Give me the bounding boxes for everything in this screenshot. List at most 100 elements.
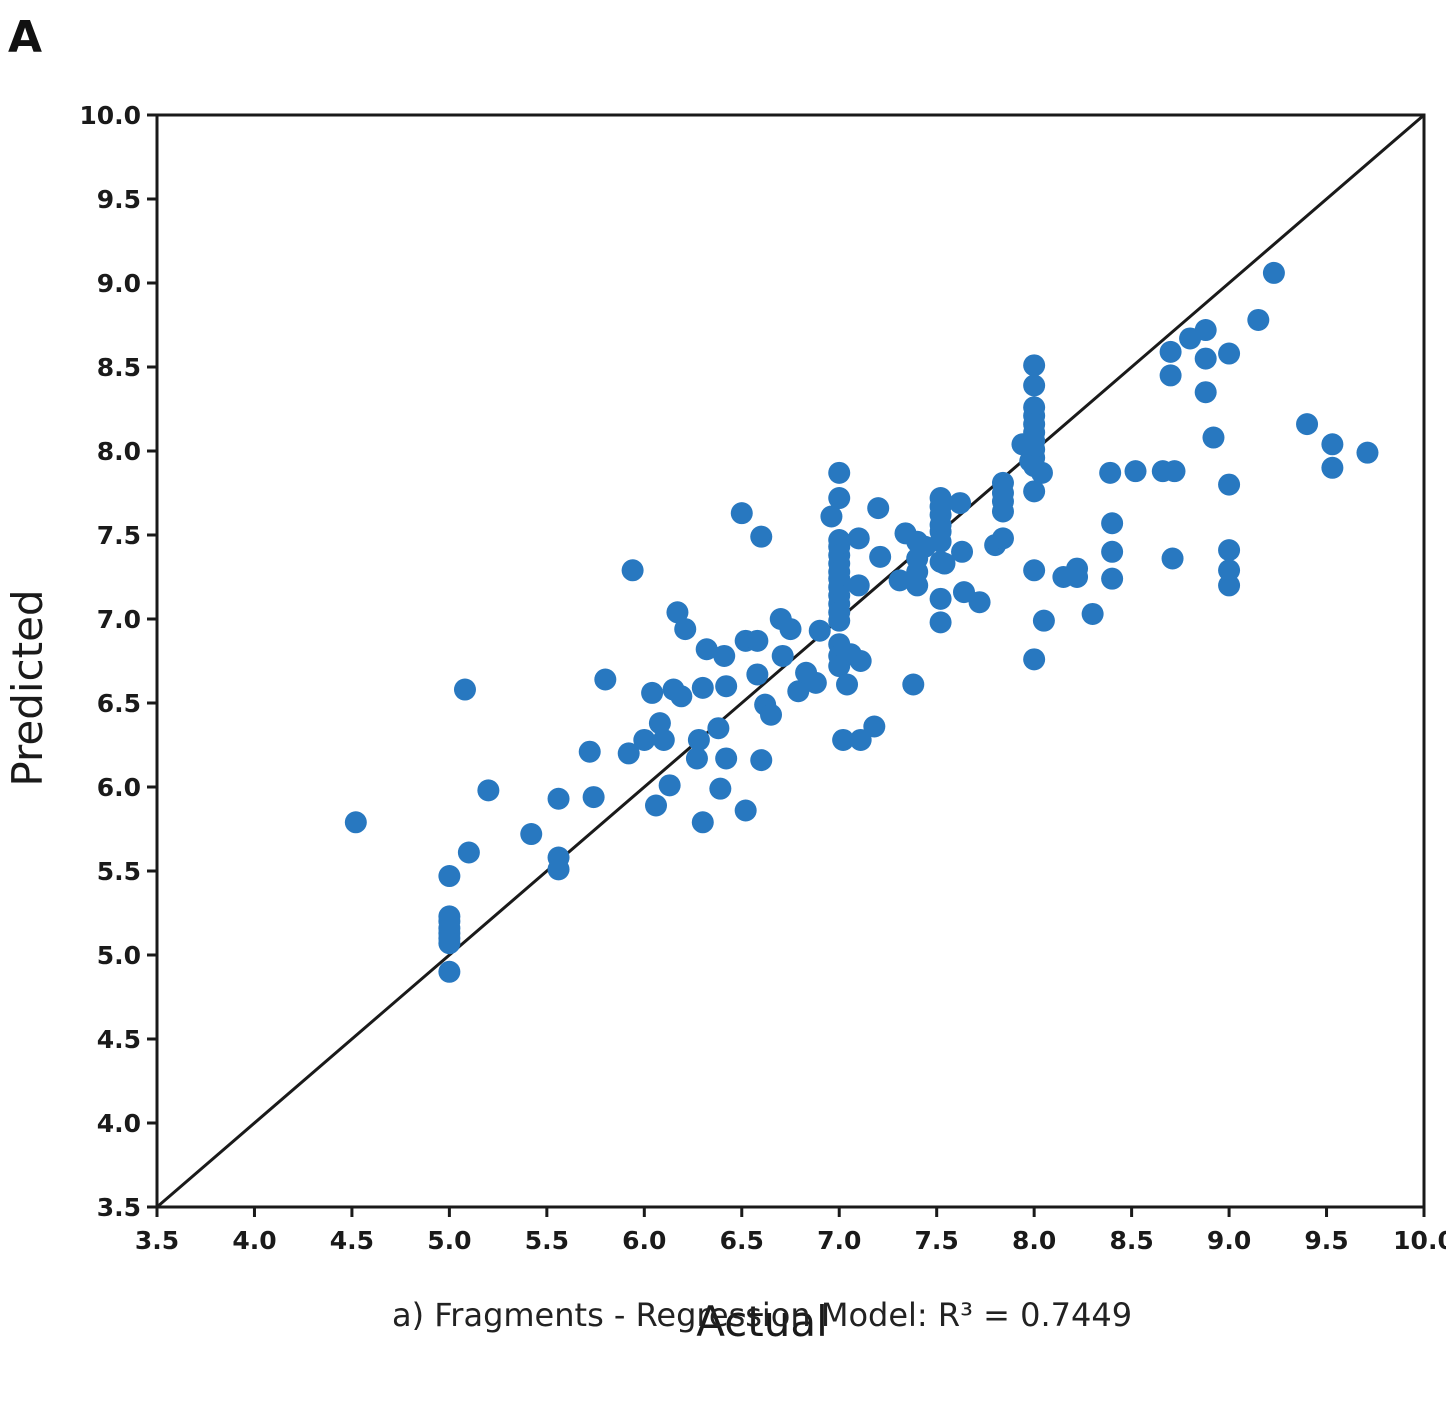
plot-frame	[155, 113, 1426, 1209]
data-point	[1101, 540, 1124, 563]
data-point	[1159, 364, 1182, 387]
x-tick-label: 5.5	[525, 1226, 569, 1255]
data-point	[771, 644, 794, 667]
data-point	[438, 960, 461, 983]
data-point	[820, 505, 843, 528]
x-tick-label: 6.5	[720, 1226, 764, 1255]
data-point	[787, 680, 810, 703]
data-point	[685, 747, 708, 770]
data-point	[750, 525, 773, 548]
data-point	[1321, 456, 1344, 479]
data-point	[888, 569, 911, 592]
y-tick-label: 6.5	[97, 689, 141, 718]
x-tick-label: 3.5	[135, 1226, 179, 1255]
data-point	[991, 527, 1014, 550]
data-point	[1262, 261, 1285, 284]
data-point	[952, 581, 975, 604]
data-point	[691, 811, 714, 834]
data-point	[578, 740, 601, 763]
data-point	[968, 591, 991, 614]
data-point	[828, 609, 851, 632]
data-point	[691, 676, 714, 699]
data-point	[648, 712, 671, 735]
data-point	[828, 461, 851, 484]
data-point	[1194, 381, 1217, 404]
data-point	[438, 932, 461, 955]
data-point	[1159, 340, 1182, 363]
data-point	[849, 650, 872, 672]
y-tick-label: 8.0	[97, 437, 141, 466]
data-point	[1101, 512, 1124, 535]
data-point	[1218, 559, 1241, 582]
data-point	[709, 777, 732, 800]
data-point	[1247, 308, 1270, 331]
data-point	[867, 497, 890, 520]
data-point	[621, 559, 644, 582]
data-point	[1099, 461, 1122, 484]
y-tick-label: 9.5	[97, 185, 141, 214]
data-point	[641, 681, 664, 704]
data-point	[547, 787, 570, 810]
y-tick-label: 8.5	[97, 353, 141, 382]
data-point	[849, 728, 872, 751]
x-tick-label: 4.5	[330, 1226, 374, 1255]
data-point	[652, 728, 675, 751]
data-point	[344, 811, 367, 834]
data-point	[902, 673, 925, 696]
data-point	[1218, 473, 1241, 496]
data-point	[520, 823, 543, 846]
data-point	[1124, 460, 1147, 483]
x-axis-title: Actual	[696, 1297, 828, 1346]
data-point	[1032, 609, 1055, 632]
data-point	[1023, 480, 1046, 503]
data-point	[438, 865, 461, 888]
data-point	[929, 611, 952, 634]
data-point	[645, 794, 668, 817]
y-tick-label: 6.0	[97, 773, 141, 802]
data-point	[847, 527, 870, 550]
data-point	[453, 678, 476, 701]
x-tick-label: 8.0	[1012, 1226, 1056, 1255]
x-tick-label: 4.0	[232, 1226, 276, 1255]
y-tick-label: 3.5	[97, 1193, 141, 1222]
y-tick-label: 4.0	[97, 1109, 141, 1138]
data-point	[715, 675, 738, 698]
data-point	[760, 703, 783, 726]
data-point	[746, 663, 769, 686]
data-point	[617, 742, 640, 765]
y-tick-label: 5.5	[97, 857, 141, 886]
data-point	[779, 618, 802, 641]
data-point	[1321, 433, 1344, 456]
data-point	[1066, 566, 1089, 588]
data-point	[1081, 602, 1104, 625]
data-point	[674, 618, 697, 641]
data-point	[1023, 559, 1046, 582]
y-tick-label: 5.0	[97, 941, 141, 970]
data-point	[1023, 648, 1046, 671]
data-point	[1218, 539, 1241, 562]
x-tick-label: 7.5	[915, 1226, 959, 1255]
x-tick-label: 9.0	[1207, 1226, 1251, 1255]
data-point	[951, 540, 974, 563]
data-point	[863, 715, 886, 738]
figure-caption: a) Fragments - Regression Model: R³ = 0.…	[391, 1296, 1133, 1334]
data-point	[734, 799, 757, 822]
data-point	[594, 668, 617, 691]
data-point	[808, 619, 831, 642]
data-point	[1023, 374, 1046, 397]
panel-label: A	[8, 12, 43, 63]
data-point	[670, 685, 693, 708]
data-point	[750, 749, 773, 772]
data-point	[804, 671, 827, 694]
data-point	[929, 530, 952, 553]
y-tick-label: 4.5	[97, 1025, 141, 1054]
data-point	[707, 717, 730, 740]
data-point	[715, 747, 738, 770]
data-point	[1194, 319, 1217, 342]
data-point	[713, 644, 736, 667]
data-point	[730, 502, 753, 525]
data-point	[477, 779, 500, 802]
data-point	[746, 629, 769, 652]
data-point	[1163, 460, 1186, 483]
